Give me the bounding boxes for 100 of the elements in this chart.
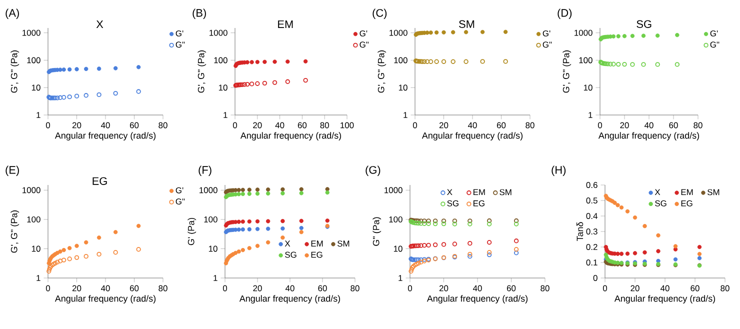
y-tick-label: 0.5 [586, 198, 598, 204]
x-tick-label: 100 [340, 122, 354, 128]
y-tick-label: 100 [579, 57, 592, 64]
x-tick-label: 0 [46, 122, 50, 128]
x-tick-label: 0 [412, 122, 418, 128]
legend-label: SG [655, 200, 666, 206]
legend-label: SM [708, 189, 720, 196]
legend-label: X [654, 189, 660, 196]
legend-label: X [447, 189, 452, 196]
y-axis-title: G', G" (Pa) [198, 50, 206, 93]
x-tick-label: 80 [526, 122, 534, 128]
y-tick-label: 0.4 [586, 213, 598, 219]
y-tick-label: 10 [208, 246, 218, 252]
y-axis-title: G" (Pa) [372, 217, 382, 246]
x-tick-label: 80 [320, 122, 329, 128]
x-tick-label: 20 [72, 122, 82, 128]
y-tick-label: 1 [224, 112, 228, 118]
x-tick-label: 60 [298, 122, 307, 128]
legend-label: X [284, 240, 290, 246]
x-tick-label: 60 [506, 285, 516, 292]
y-tick-label: 1000 [200, 187, 218, 194]
x-tick-label: 60 [130, 122, 139, 128]
x-tick-label: 0 [232, 122, 238, 128]
x-tick-label: 40 [285, 285, 294, 292]
y-tick-label: 100 [214, 57, 228, 64]
x-tick-label: 20 [439, 285, 448, 292]
y-tick-label: 100 [27, 57, 40, 64]
x-tick-label: 60 [130, 285, 139, 292]
legend-label: SG [447, 200, 458, 206]
y-axis-title: G', G" (Pa) [378, 50, 386, 93]
legend-label: EM [681, 189, 693, 196]
legend-label: EG [311, 252, 322, 258]
legend-label: SG [285, 252, 296, 258]
text: (A) [6, 8, 19, 19]
legend-label: G' [176, 30, 184, 36]
x-axis-title: Angular frequency (rad/s) [598, 132, 700, 140]
chart-title: SG [636, 20, 652, 28]
x-tick-label: 60 [496, 122, 506, 128]
text: (E) [6, 166, 19, 176]
x-tick-label: 40 [468, 122, 477, 128]
x-tick-label: 80 [540, 285, 550, 292]
x-tick-label: 20 [72, 285, 82, 292]
x-tick-label: 20 [253, 285, 262, 292]
x-axis-title: Angular frequency (rad/s) [240, 132, 342, 140]
x-tick-label: 80 [158, 122, 168, 128]
legend-label: SM [500, 189, 512, 196]
legend-label: G" [710, 42, 720, 48]
x-axis-title: Angular frequency (rad/s) [54, 132, 156, 140]
y-tick-label: 1 [588, 112, 592, 118]
y-tick-label: 100 [27, 216, 40, 222]
y-tick-label: 100 [389, 216, 402, 222]
y-axis-title: G', G" (Pa) [562, 50, 572, 93]
text: (B) [192, 8, 206, 19]
y-tick-label: 1 [398, 275, 402, 281]
x-tick-label: 60 [669, 122, 678, 128]
text: (F) [198, 166, 212, 176]
legend-label: G" [542, 42, 552, 48]
text: (D) [558, 8, 572, 19]
x-tick-label: 40 [100, 285, 110, 292]
x-axis-title: Angular frequency (rad/s) [614, 295, 716, 304]
y-tick-label: 0.6 [586, 182, 598, 188]
x-tick-label: 20 [253, 122, 262, 128]
y-axis-title: Tanδ [576, 222, 584, 242]
y-tick-label: 10 [32, 84, 40, 91]
legend-label: G' [176, 187, 184, 194]
y-tick-label: 10 [584, 84, 592, 91]
y-tick-label: 0.3 [586, 228, 598, 234]
y-axis-title: G', G" (Pa) [10, 50, 20, 93]
x-axis-title: Angular frequency (rad/s) [426, 295, 528, 304]
text: (C) [372, 8, 387, 19]
y-tick-label: 10 [398, 84, 408, 91]
x-tick-label: 60 [690, 285, 700, 292]
x-tick-label: 40 [275, 122, 284, 128]
x-tick-label: 40 [660, 285, 670, 292]
x-tick-label: 0 [602, 285, 608, 292]
y-tick-label: 1000 [210, 30, 228, 36]
legend-label: G' [360, 30, 368, 36]
chart-title: EM [278, 20, 293, 28]
legend-label: SM [338, 240, 350, 247]
x-tick-label: 0 [46, 285, 50, 292]
legend-label: G" [176, 198, 185, 204]
text: (G) [366, 166, 380, 176]
legend-label: EM [474, 189, 485, 196]
text: (H) [552, 166, 566, 176]
legend-label: G" [360, 42, 369, 48]
x-axis-title: Angular frequency (rad/s) [422, 132, 523, 140]
y-tick-label: 1 [36, 275, 40, 281]
y-tick-label: 10 [32, 246, 40, 252]
legend-label: G" [176, 42, 185, 48]
x-axis-title: Angular frequency (rad/s) [239, 295, 340, 304]
x-tick-label: 80 [158, 285, 168, 292]
x-tick-label: 40 [100, 122, 110, 128]
y-tick-label: 10 [394, 246, 402, 252]
y-tick-label: 1000 [390, 30, 408, 36]
y-tick-label: 100 [394, 57, 408, 64]
x-tick-label: 40 [644, 122, 654, 128]
x-axis-title: Angular frequency (rad/s) [54, 295, 156, 304]
legend-label: G' [542, 30, 550, 36]
y-tick-label: 10 [218, 84, 228, 91]
y-tick-label: 0 [593, 275, 598, 281]
